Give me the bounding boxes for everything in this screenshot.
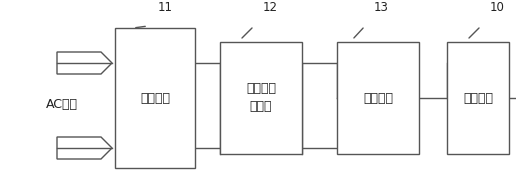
Bar <box>337 42 419 154</box>
Text: 13: 13 <box>374 1 389 14</box>
Text: 控制模块: 控制模块 <box>363 91 393 104</box>
Text: 被控灯具: 被控灯具 <box>463 91 493 104</box>
Text: AC输入: AC输入 <box>46 99 78 112</box>
Text: 供电模块: 供电模块 <box>140 91 170 104</box>
Bar <box>115 28 195 168</box>
Text: 10: 10 <box>490 1 505 14</box>
Text: 12: 12 <box>263 1 278 14</box>
Text: 线电压检
测模块: 线电压检 测模块 <box>246 83 276 113</box>
Bar <box>447 42 509 154</box>
Text: 11: 11 <box>158 1 173 14</box>
Bar <box>220 42 302 154</box>
